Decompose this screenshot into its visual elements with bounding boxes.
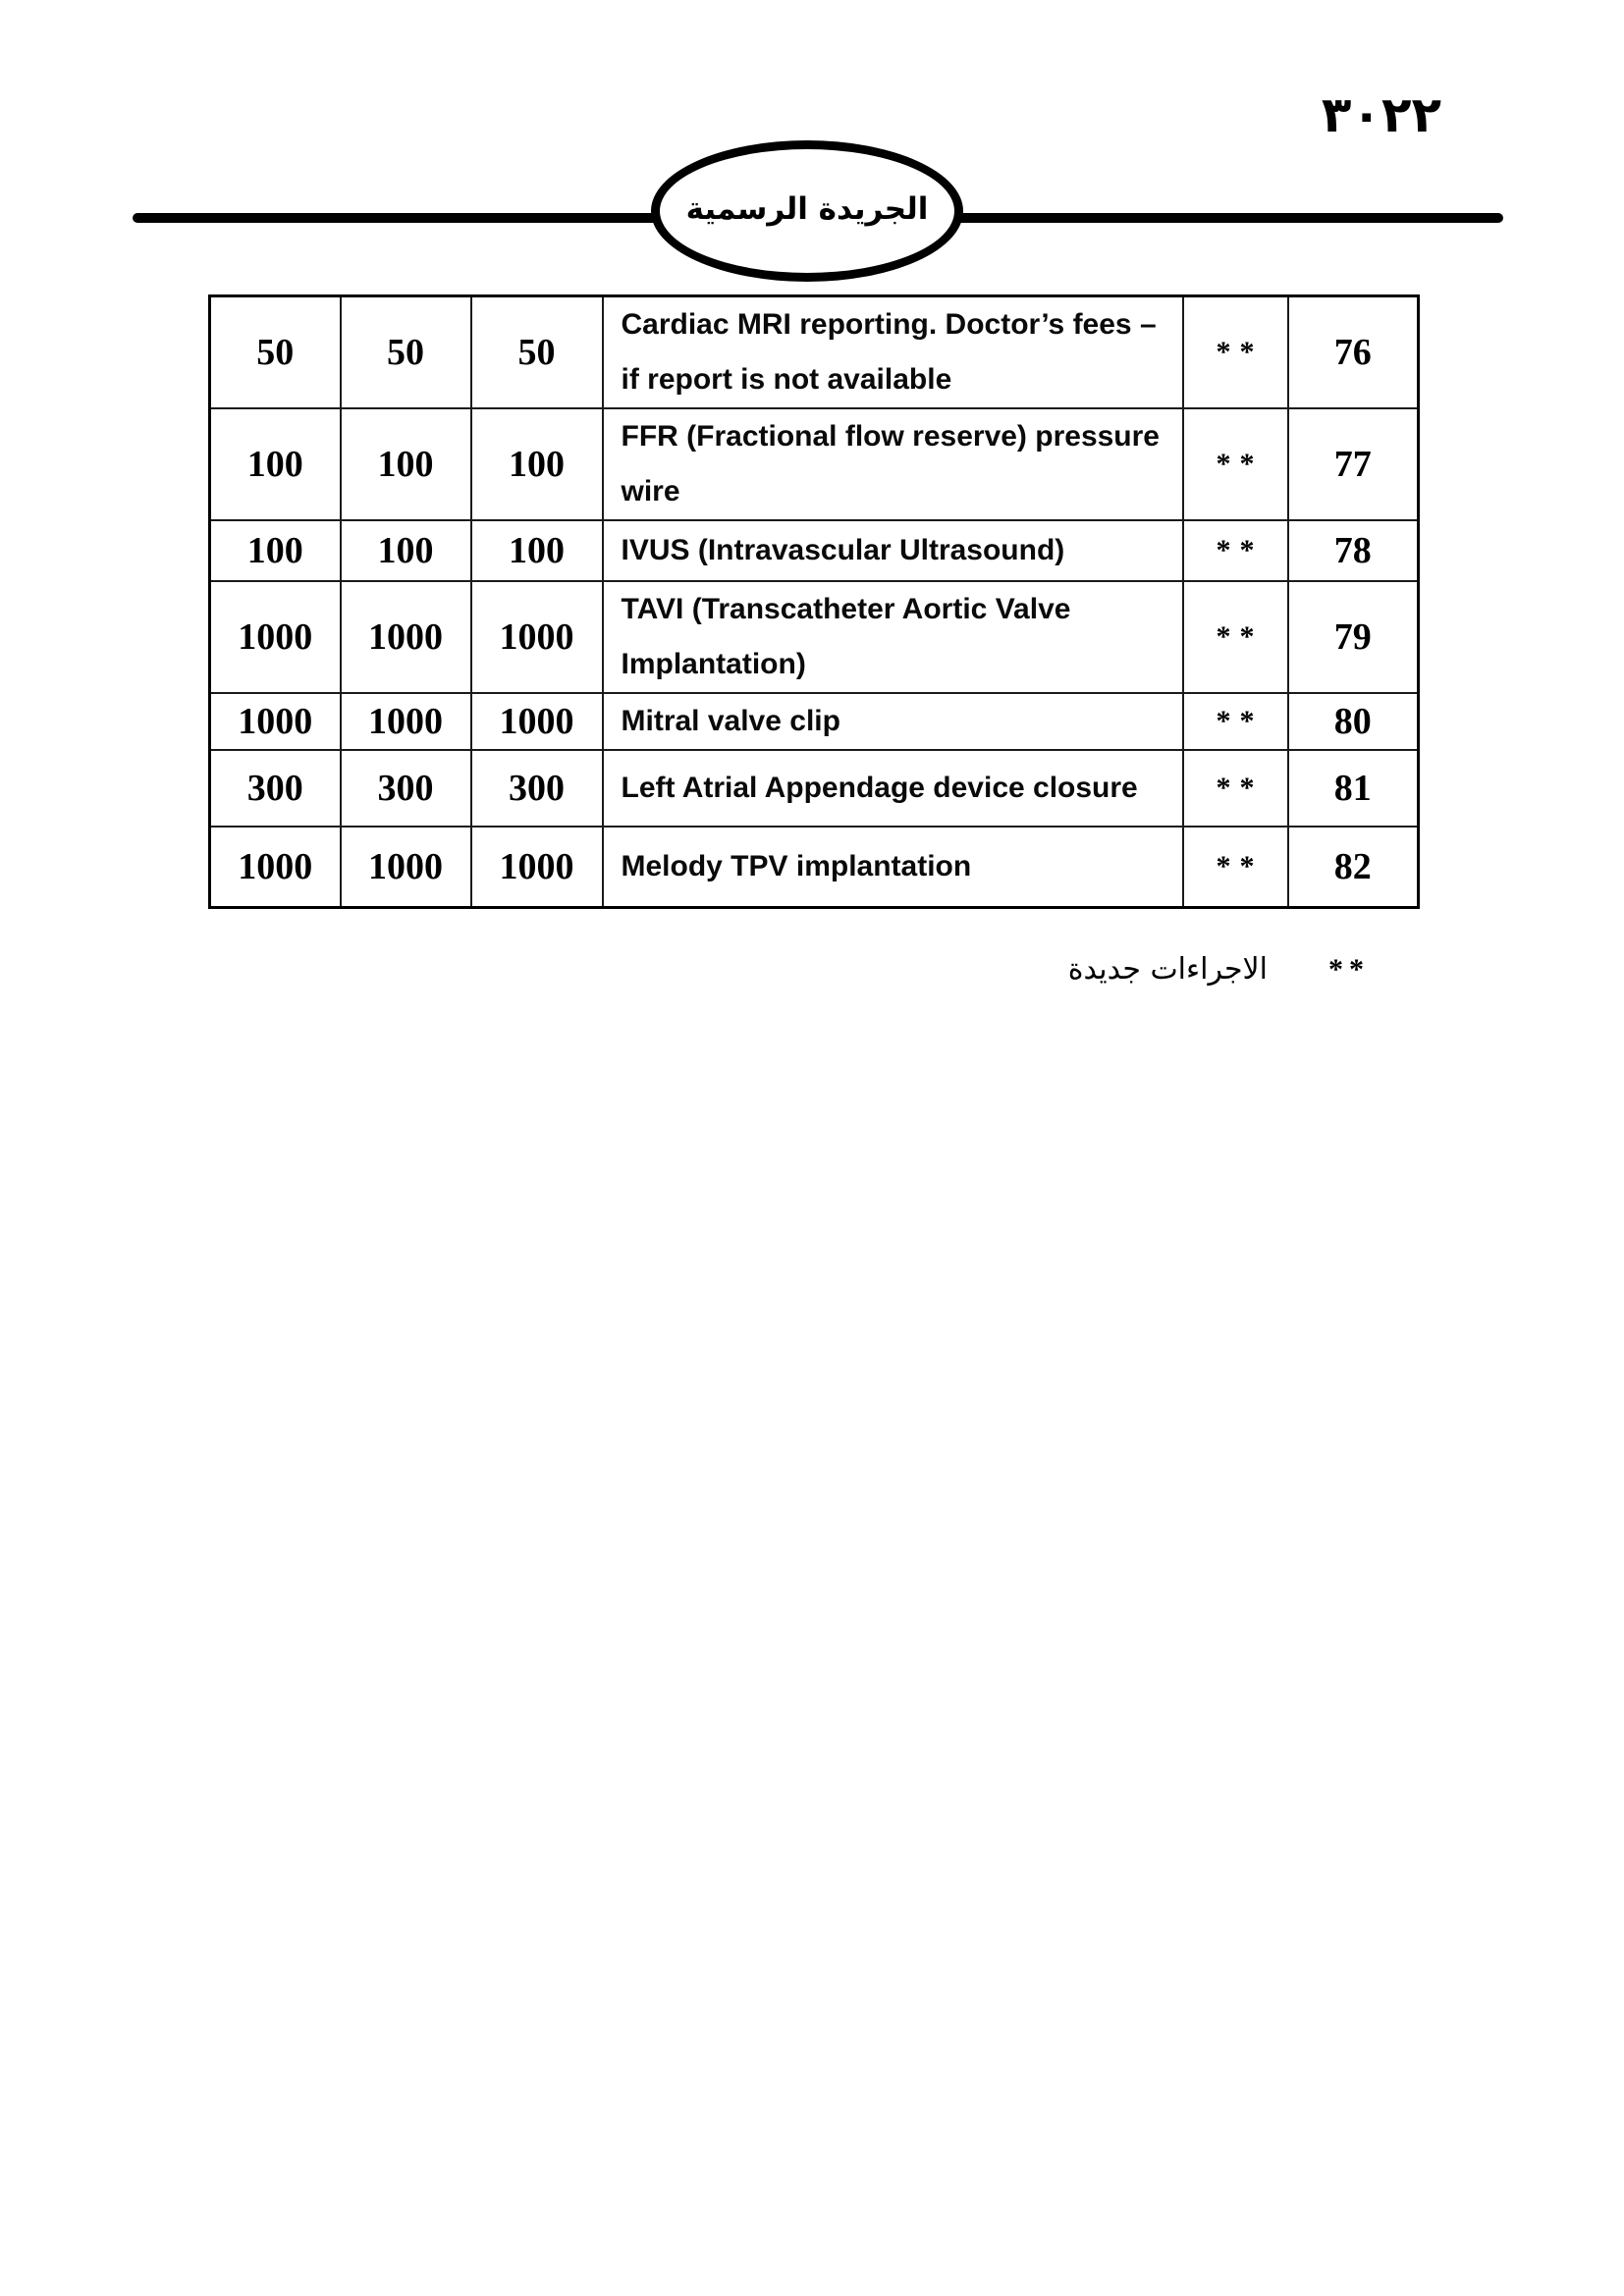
fee-value-col2: 100 [339,519,472,582]
procedure-number: 79 [1286,580,1420,694]
procedure-description: Mitral valve clip [601,692,1184,751]
fee-value-col3: 1000 [469,692,604,751]
table-row: 100 100 100 FFR (Fractional flow reserve… [208,407,1420,521]
masthead-title: الجريدة الرسمية [685,191,929,227]
footnote: ** الاجراءات جديدة [1068,952,1370,987]
procedure-description: Melody TPV implantation [601,826,1184,908]
fee-value-col2: 1000 [339,826,472,908]
fee-value-col3: 100 [469,407,604,521]
procedure-number: 81 [1286,749,1420,828]
fee-value-col2: 100 [339,407,472,521]
new-procedure-marker: ** [1181,294,1289,409]
new-procedure-marker: ** [1181,749,1289,828]
fee-value-col1: 50 [208,294,342,409]
fee-value-col1: 1000 [208,580,342,694]
procedure-number: 77 [1286,407,1420,521]
table-row: 1000 1000 1000 Mitral valve clip ** 80 [208,692,1420,751]
page-number: ٣٠٢٢ [1321,86,1441,143]
new-procedure-marker: ** [1181,826,1289,908]
new-procedure-marker: ** [1181,519,1289,582]
procedure-number: 80 [1286,692,1420,751]
fee-value-col1: 1000 [208,826,342,908]
fee-value-col1: 100 [208,407,342,521]
fee-value-col2: 50 [339,294,472,409]
fee-value-col2: 300 [339,749,472,828]
fee-value-col2: 1000 [339,692,472,751]
procedure-description: IVUS (Intravascular Ultrasound) [601,519,1184,582]
table-row: 1000 1000 1000 TAVI (Transcatheter Aorti… [208,580,1420,694]
table-row: 1000 1000 1000 Melody TPV implantation *… [208,826,1420,908]
fees-table: 50 50 50 Cardiac MRI reporting. Doctor’s… [208,294,1420,909]
procedure-description: FFR (Fractional flow reserve) pressure w… [601,407,1184,521]
fees-table-body: 50 50 50 Cardiac MRI reporting. Doctor’s… [208,294,1420,908]
fee-value-col1: 100 [208,519,342,582]
footnote-text: الاجراءات جديدة [1067,952,1268,987]
fee-value-col1: 300 [208,749,342,828]
footnote-marker: ** [1328,952,1370,986]
fee-value-col3: 1000 [469,580,604,694]
fee-value-col3: 100 [469,519,604,582]
fee-value-col3: 300 [469,749,604,828]
fee-value-col3: 1000 [469,826,604,908]
fee-value-col3: 50 [469,294,604,409]
fee-value-col1: 1000 [208,692,342,751]
new-procedure-marker: ** [1181,692,1289,751]
procedure-number: 76 [1286,294,1420,409]
masthead-ellipse: الجريدة الرسمية [651,140,963,282]
procedure-description: Left Atrial Appendage device closure [601,749,1184,828]
new-procedure-marker: ** [1181,580,1289,694]
procedure-description: Cardiac MRI reporting. Doctor’s fees – i… [601,294,1184,409]
procedure-description: TAVI (Transcatheter Aortic Valve Implant… [601,580,1184,694]
fee-value-col2: 1000 [339,580,472,694]
procedure-number: 82 [1286,826,1420,908]
table-row: 100 100 100 IVUS (Intravascular Ultrasou… [208,519,1420,582]
new-procedure-marker: ** [1181,407,1289,521]
table-row: 300 300 300 Left Atrial Appendage device… [208,749,1420,828]
procedure-number: 78 [1286,519,1420,582]
table-row: 50 50 50 Cardiac MRI reporting. Doctor’s… [208,294,1420,409]
